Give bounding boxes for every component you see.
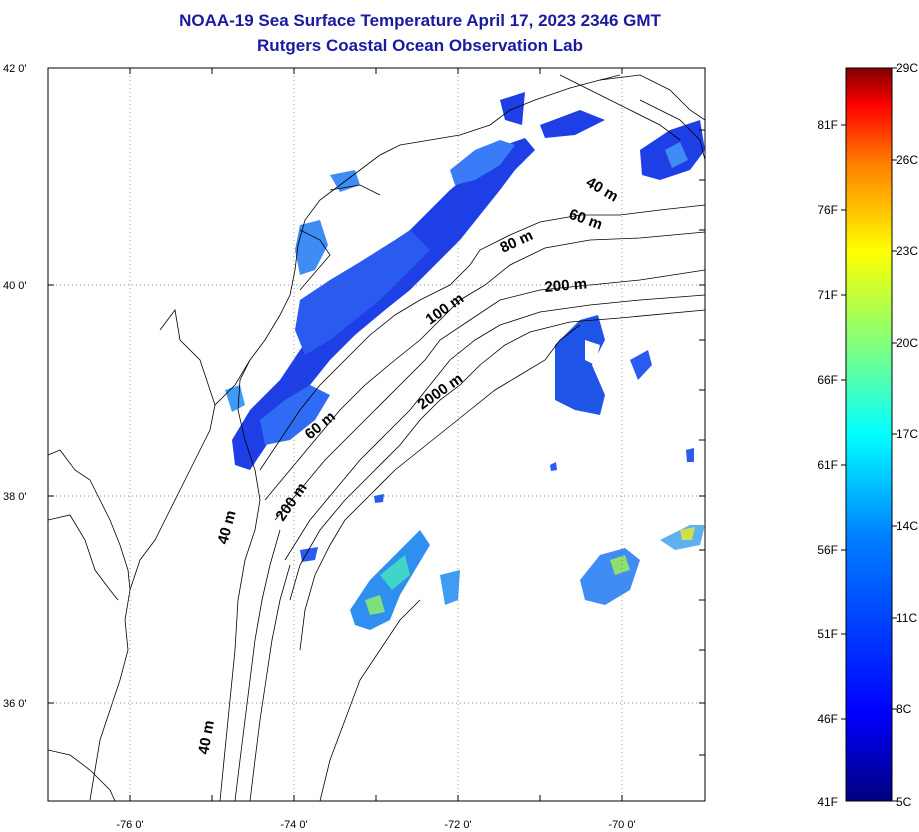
cb-f-66: 66F	[817, 373, 838, 387]
cb-f-61: 61F	[817, 458, 838, 472]
cb-c-23: 23C	[896, 244, 918, 258]
map-frame	[47, 67, 706, 802]
lat-label-36: 36 0'	[3, 698, 27, 710]
cb-c-29: 29C	[896, 61, 918, 75]
title-line-1: NOAA-19 Sea Surface Temperature April 17…	[179, 11, 661, 30]
longitude-labels: -76 0' -74 0' -72 0' -70 0'	[116, 819, 635, 831]
lon-label-70: -70 0'	[608, 819, 635, 831]
cb-f-76: 76F	[817, 203, 838, 217]
cb-c-26: 26C	[896, 153, 918, 167]
title-line-2: Rutgers Coastal Ocean Observation Lab	[257, 36, 583, 55]
cb-c-8: 8C	[896, 702, 912, 716]
lon-label-76: -76 0'	[116, 819, 143, 831]
lat-label-38: 38 0'	[3, 491, 27, 503]
lat-label-40: 40 0'	[3, 280, 27, 292]
colorbar	[845, 67, 893, 802]
lon-label-74: -74 0'	[280, 819, 307, 831]
cb-f-56: 56F	[817, 543, 838, 557]
colorbar-ticks	[841, 67, 897, 802]
coastline-contours	[48, 74, 705, 801]
colorbar-fahrenheit-labels: 81F 76F 71F 66F 61F 56F 51F 46F 41F	[817, 118, 838, 809]
cb-f-51: 51F	[817, 627, 838, 641]
cb-c-17: 17C	[896, 427, 918, 441]
contour-label-200m-ne: 200 m	[544, 275, 588, 296]
frame-ticks	[48, 68, 705, 801]
cb-f-71: 71F	[817, 288, 838, 302]
cb-f-46: 46F	[817, 712, 838, 726]
latitude-labels: 42 0' 40 0' 38 0' 36 0'	[3, 63, 27, 710]
cb-c-20: 20C	[896, 336, 918, 350]
grid-lines	[48, 68, 705, 801]
lat-label-42: 42 0'	[3, 63, 27, 75]
cb-f-81: 81F	[817, 118, 838, 132]
lon-label-72: -72 0'	[444, 819, 471, 831]
sst-data-layer	[225, 92, 705, 630]
cb-c-5: 5C	[896, 795, 912, 809]
colorbar-celsius-labels: 29C 26C 23C 20C 17C 14C 11C 8C 5C	[896, 61, 918, 809]
cb-c-14: 14C	[896, 519, 918, 533]
cb-c-11: 11C	[896, 611, 917, 625]
cb-f-41: 41F	[817, 795, 838, 809]
contour-label-40m-south: 40 m	[195, 719, 218, 756]
